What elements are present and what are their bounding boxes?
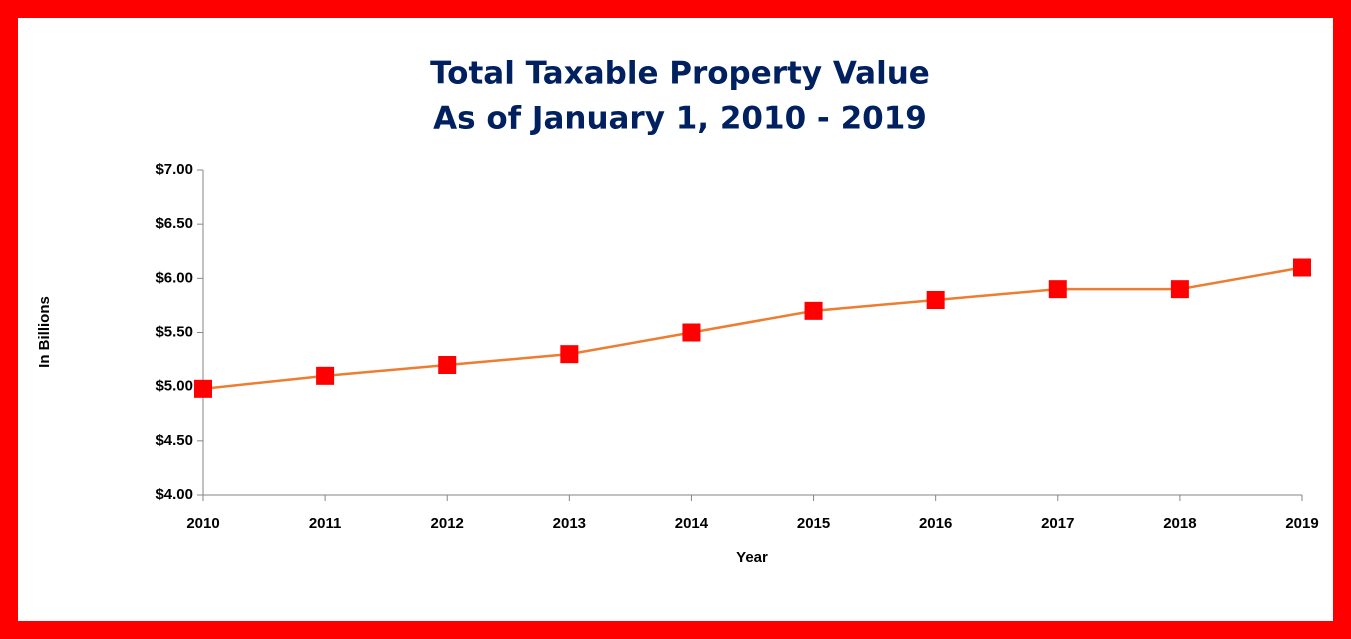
x-tick-label: 2010 xyxy=(186,515,219,532)
marker xyxy=(438,356,457,374)
marker xyxy=(560,345,579,364)
chart-title: Total Taxable Property Value xyxy=(430,56,930,92)
marker xyxy=(804,301,823,320)
x-tick-label: 2012 xyxy=(431,515,464,532)
x-tick-label: 2011 xyxy=(309,515,342,532)
x-tick-label: 2014 xyxy=(675,515,709,532)
x-tick-label: 2016 xyxy=(919,515,952,532)
x-tick-label: 2017 xyxy=(1041,515,1074,532)
y-tick-label: $6.00 xyxy=(155,269,193,286)
x-tick-label: 2018 xyxy=(1163,515,1196,532)
x-axis-label: Year xyxy=(736,549,768,566)
marker xyxy=(194,379,212,398)
y-tick-label: $5.50 xyxy=(155,323,193,340)
y-tick-label: $5.00 xyxy=(155,378,193,395)
y-tick-label: $4.50 xyxy=(155,432,193,449)
x-tick-label: 2015 xyxy=(797,515,830,532)
marker xyxy=(316,366,335,385)
y-axis-label: In Billions xyxy=(36,296,53,368)
x-tick-label: 2019 xyxy=(1285,515,1318,532)
y-tick-label: $4.00 xyxy=(155,486,193,503)
marker xyxy=(682,323,701,342)
chart-subtitle: As of January 1, 2010 - 2019 xyxy=(433,101,927,137)
marker xyxy=(1293,258,1311,277)
marker xyxy=(1170,280,1189,299)
marker xyxy=(926,291,945,309)
marker xyxy=(1048,280,1067,299)
line xyxy=(202,266,1303,391)
x-tick-label: 2013 xyxy=(553,515,586,532)
y-tick-label: $7.00 xyxy=(155,161,193,178)
y-tick-label: $6.50 xyxy=(155,215,193,232)
